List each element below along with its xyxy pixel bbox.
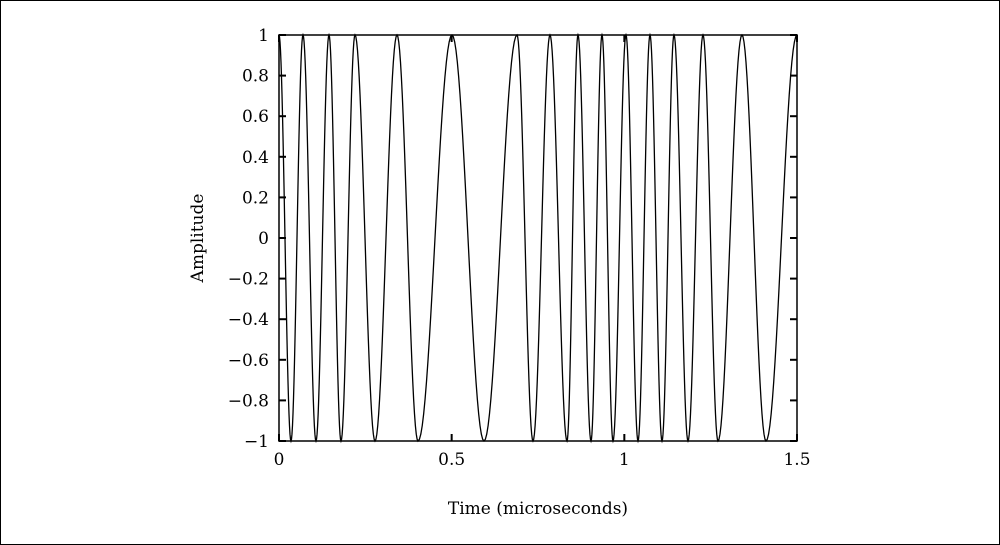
plot-area-border (278, 34, 798, 442)
y-tick-label: −0.4 (228, 310, 269, 330)
y-tick-label: 0.8 (242, 67, 269, 87)
y-tick-label: −0.2 (228, 270, 269, 290)
y-tick-label: −1 (244, 432, 269, 452)
y-tick-label: 0.6 (242, 107, 269, 127)
x-tick-label: 1 (619, 450, 630, 470)
x-axis-label: Time (microseconds) (448, 499, 628, 519)
y-tick-label: 0.2 (242, 188, 269, 208)
y-tick-label: −0.6 (228, 351, 269, 371)
y-tick-label: 1 (258, 26, 269, 46)
y-tick-label: 0 (258, 229, 269, 249)
x-tick-label: 0 (274, 450, 285, 470)
x-tick-label: 0.5 (438, 450, 465, 470)
series-line-signal (278, 32, 798, 444)
y-tick-label: −0.8 (228, 391, 269, 411)
y-tick-label: 0.4 (242, 148, 269, 168)
x-tick-label: 1.5 (783, 450, 810, 470)
y-axis-label: Amplitude (188, 194, 208, 284)
